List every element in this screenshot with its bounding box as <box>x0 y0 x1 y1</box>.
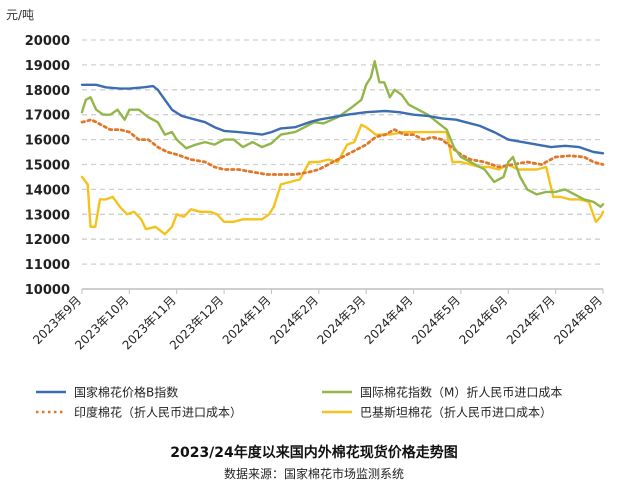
series-line-0 <box>80 83 605 155</box>
y-tick-label: 15000 <box>25 159 70 174</box>
y-tick-label: 16000 <box>25 134 70 149</box>
y-tick-label: 19000 <box>25 59 70 74</box>
y-tick-label: 20000 <box>25 34 70 49</box>
legend-label-1: 国际棉花指数（M）折人民币进口成本 <box>360 385 562 400</box>
legend-label-0: 国家棉花价格B指数 <box>74 385 178 400</box>
x-tick-label: 2024年6月 <box>457 293 511 347</box>
y-tick-label: 11000 <box>25 258 70 273</box>
x-tick-label: 2024年7月 <box>504 293 558 347</box>
x-tick-label: 2024年4月 <box>362 293 416 347</box>
chart-source: 数据来源：国家棉花市场监测系统 <box>224 466 404 481</box>
series-line-2 <box>80 118 605 176</box>
series-lines <box>80 60 605 236</box>
y-tick-label: 13000 <box>25 208 70 223</box>
legend: 国家棉花价格B指数 国际棉花指数（M）折人民币进口成本印度棉花（折人民币进口成本）… <box>36 385 562 420</box>
y-tick-label: 10000 <box>25 283 70 298</box>
y-tick-label: 18000 <box>25 84 70 99</box>
x-tick-label: 2024年8月 <box>551 293 605 347</box>
y-tick-label: 14000 <box>25 183 70 198</box>
y-tick-labels: 10000 11000 12000 13000 14000 15000 16000 17000… <box>25 34 70 298</box>
x-tick-label: 2024年2月 <box>267 293 321 347</box>
series-line-3 <box>80 123 605 236</box>
series-line-1 <box>80 60 605 208</box>
chart-title: 2023/24年度以来国内外棉花现货价格走势图 <box>170 444 458 461</box>
unit-label: 元/吨 <box>6 8 34 22</box>
axes <box>81 288 604 294</box>
legend-label-2: 印度棉花（折人民币进口成本） <box>74 405 242 420</box>
y-tick-label: 12000 <box>25 233 70 248</box>
x-tick-label: 2024年3月 <box>314 293 368 347</box>
y-tick-label: 17000 <box>25 109 70 124</box>
x-tick-labels: 2023年9月2023年10月2023年11月2023年12月2024年1月20… <box>30 293 605 352</box>
x-tick-label: 2024年5月 <box>409 293 463 347</box>
x-tick-label: 2024年1月 <box>220 293 274 347</box>
legend-label-3: 巴基斯坦棉花（折人民币进口成本） <box>360 405 552 420</box>
